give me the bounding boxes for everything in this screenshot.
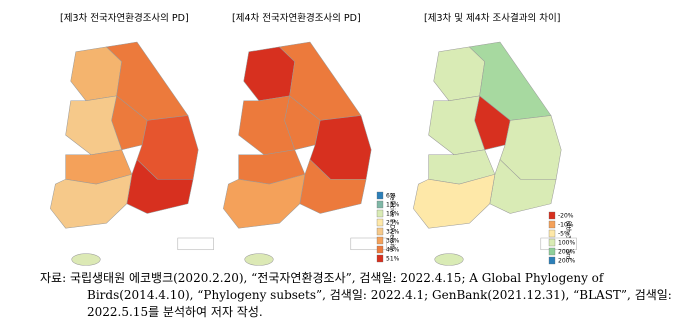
legend-swatch xyxy=(376,227,384,236)
region xyxy=(433,46,485,102)
legend-label: 13% xyxy=(386,202,400,209)
legend-label: 100% xyxy=(558,240,575,247)
region xyxy=(70,46,122,102)
legend-label: 32% xyxy=(386,229,400,236)
caption-line: 2022.5.15를 분석하여 저자 작성. xyxy=(87,305,263,319)
region xyxy=(413,173,496,229)
panel-title: [제4차 전국자연환경조사의 PD] xyxy=(232,12,361,24)
legend-swatch xyxy=(376,200,384,209)
legend-swatch xyxy=(548,256,556,265)
legend-label: 45% xyxy=(386,247,400,254)
legend-swatch xyxy=(376,191,384,200)
legend-swatch xyxy=(376,209,384,218)
region xyxy=(71,253,101,266)
region xyxy=(244,253,274,266)
region xyxy=(65,95,123,155)
legend-label: 51% xyxy=(386,256,400,263)
region xyxy=(428,95,486,155)
inset-box xyxy=(350,237,387,251)
inset-box xyxy=(540,237,577,251)
legend-label: 200% xyxy=(558,249,575,256)
region xyxy=(299,159,367,214)
legend-swatch xyxy=(548,238,556,247)
legend-swatch xyxy=(548,211,556,220)
legend-title: Relative P Diversity xyxy=(389,193,396,252)
legend-swatch xyxy=(548,247,556,256)
legend-label: -5% xyxy=(558,231,570,238)
region xyxy=(243,46,295,102)
legend-label: 6% xyxy=(386,193,396,200)
region xyxy=(126,159,194,214)
legend-swatch xyxy=(376,245,384,254)
legend-label: -20% xyxy=(558,213,574,220)
region xyxy=(223,173,306,229)
legend-swatch xyxy=(376,254,384,263)
region xyxy=(434,253,464,266)
region xyxy=(50,173,133,229)
map xyxy=(50,41,214,266)
region xyxy=(238,95,296,155)
region xyxy=(489,159,557,214)
caption-line: 자료: 국립생태원 에코뱅크(2020.2.20), “전국자연환경조사”, 검… xyxy=(40,271,605,285)
legend-label: 19% xyxy=(386,211,400,218)
legend-label: 38% xyxy=(386,238,400,245)
legend-label: -10% xyxy=(558,222,574,229)
legend-swatch xyxy=(548,229,556,238)
map xyxy=(223,41,387,266)
panel-title: [제3차 및 제4차 조사결과의 차이] xyxy=(424,12,560,24)
inset-box xyxy=(177,237,214,251)
legend-label: 200% xyxy=(558,258,575,265)
legend-swatch xyxy=(548,220,556,229)
legend-swatch xyxy=(376,218,384,227)
caption-line: Birds(2014.4.10), “Phylogeny subsets”, 검… xyxy=(87,288,672,302)
legend-swatch xyxy=(376,236,384,245)
panel-title: [제3차 전국자연환경조사의 PD] xyxy=(60,12,189,24)
legend-label: 25% xyxy=(386,220,400,227)
map xyxy=(413,41,577,266)
